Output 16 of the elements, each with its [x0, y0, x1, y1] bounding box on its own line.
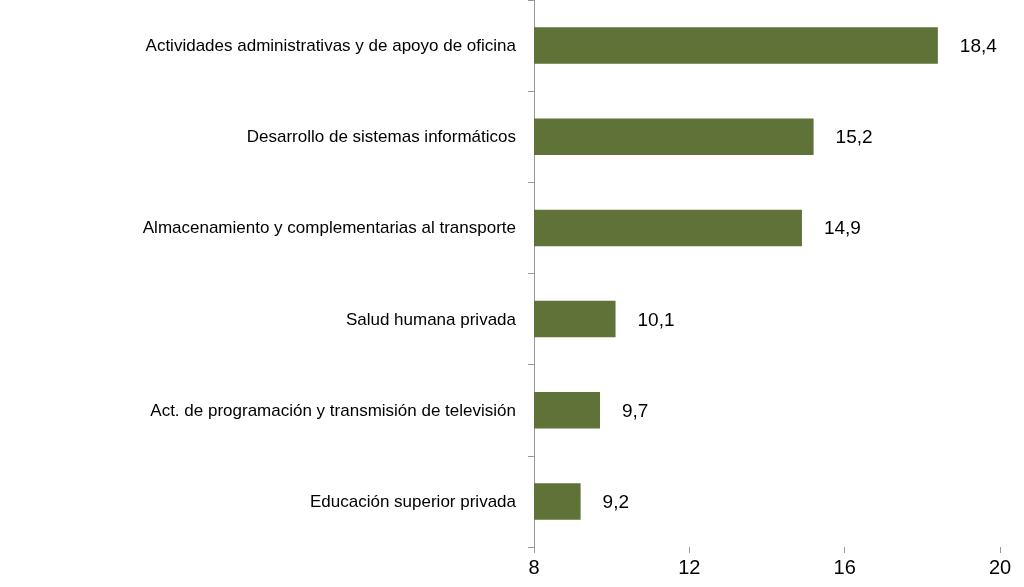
x-tick-label: 20 [988, 556, 1012, 578]
y-tick-label: Desarrollo de sistemas informáticos [246, 127, 516, 147]
y-tick-label: Salud humana privada [345, 309, 517, 329]
x-tick-label: 12 [678, 556, 701, 578]
data-label: 15,2 [835, 126, 873, 148]
x-tick-label: 16 [833, 556, 856, 578]
data-label: 18,4 [959, 35, 998, 57]
y-tick-label: Almacenamiento y complementarias al transporte [142, 218, 516, 238]
data-label: 14,9 [823, 217, 861, 239]
data-label: 9,2 [602, 490, 630, 512]
y-tick-label: Act. de programación y transmisión de televisión [150, 400, 516, 420]
y-tick-label: Actividades administrativas y de apoyo de oficina [145, 36, 517, 56]
x-tick-label: 8 [528, 556, 540, 578]
data-label: 10,1 [637, 308, 675, 330]
data-label: 9,7 [622, 399, 649, 421]
y-tick-label: Educación superior privada [309, 491, 517, 511]
